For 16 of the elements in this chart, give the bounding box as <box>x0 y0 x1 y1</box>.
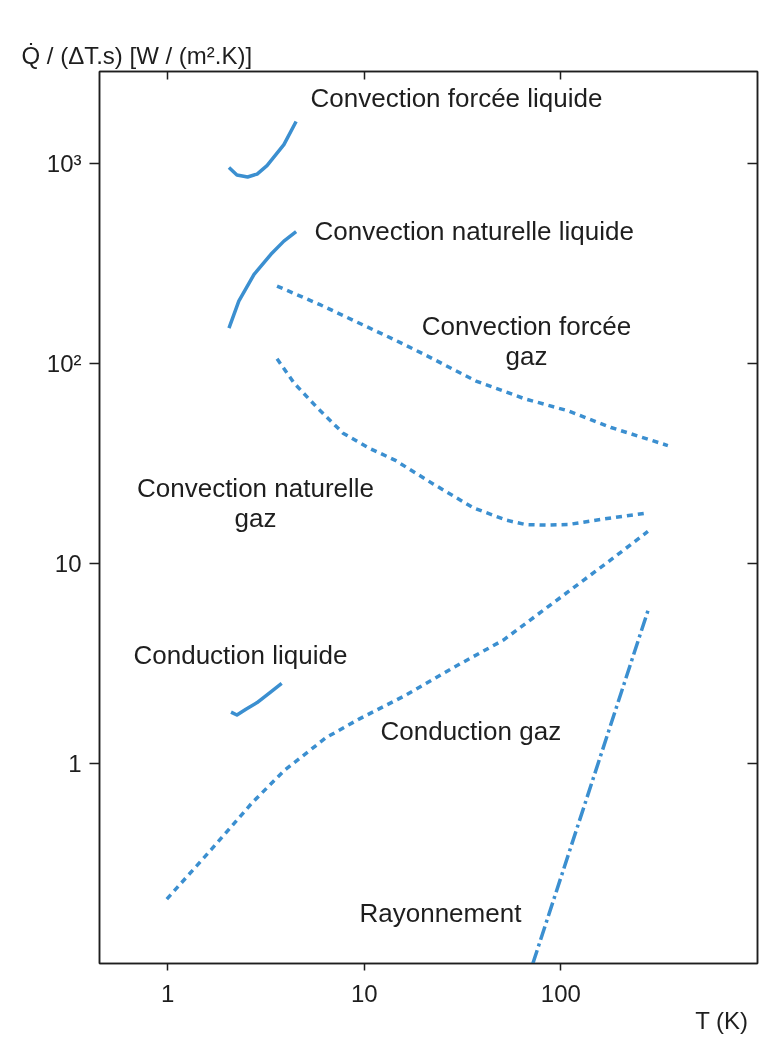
series-label: Convection forcée liquide <box>310 82 603 113</box>
series-label: Convection naturelle liquide <box>314 215 634 246</box>
y-tick-label: 10² <box>46 350 82 378</box>
series-label: Conduction gaz <box>380 715 562 746</box>
x-tick-label: 100 <box>540 979 581 1007</box>
x-tick-label: 1 <box>161 979 175 1007</box>
series-label: Rayonnement <box>359 897 523 928</box>
x-axis-title: T (K) <box>695 1006 749 1034</box>
y-tick-label: 10³ <box>46 150 82 178</box>
y-axis-title: Q̇ / (ΔT.s) [W / (m².K)] <box>21 41 253 69</box>
x-tick-label: 10 <box>350 979 378 1007</box>
series-label: Convection naturelle gaz <box>136 472 375 533</box>
y-tick-label: 1 <box>68 750 82 778</box>
series-label: Conduction liquide <box>133 639 348 670</box>
series-label: Convection forcée gaz <box>421 310 632 371</box>
y-tick-label: 10 <box>54 550 82 578</box>
